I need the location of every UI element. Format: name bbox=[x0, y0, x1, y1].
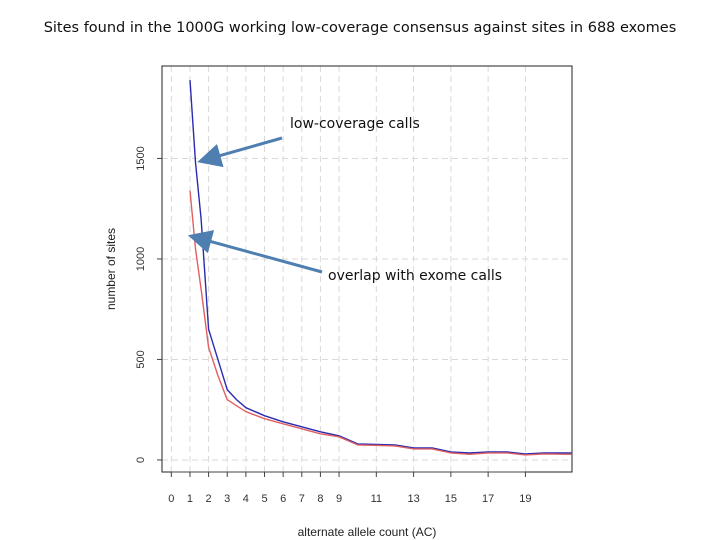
x-tick-label: 7 bbox=[299, 493, 305, 505]
x-axis-label: alternate allele count (AC) bbox=[298, 525, 437, 539]
annotation-label-1: low-coverage calls bbox=[290, 116, 420, 132]
x-tick-label: 5 bbox=[261, 493, 267, 505]
grid-lines bbox=[162, 66, 572, 472]
annotation-arrow-2 bbox=[187, 230, 323, 274]
x-tick-label: 15 bbox=[445, 493, 457, 505]
annotation-arrow-1 bbox=[197, 136, 283, 168]
y-tick-label: 1000 bbox=[135, 247, 147, 271]
series-layer bbox=[189, 80, 573, 456]
series-line-2 bbox=[189, 190, 573, 456]
x-tick-label: 2 bbox=[206, 493, 212, 505]
annotation-layer: low-coverage calls overlap with exome cal… bbox=[187, 116, 502, 284]
x-tick-label: 19 bbox=[519, 493, 531, 505]
x-tick-label: 0 bbox=[168, 493, 174, 505]
x-tick-label: 3 bbox=[224, 493, 230, 505]
y-axis: 0 500 1000 1500 bbox=[135, 146, 162, 463]
x-tick-label: 6 bbox=[280, 493, 286, 505]
x-tick-label: 17 bbox=[482, 493, 494, 505]
slide-title: Sites found in the 1000G working low-cov… bbox=[43, 20, 677, 36]
annotation-label-2: overlap with exome calls bbox=[328, 268, 502, 284]
x-tick-label: 13 bbox=[407, 493, 419, 505]
y-axis-label: number of sites bbox=[104, 228, 118, 310]
x-tick-label: 9 bbox=[336, 493, 342, 505]
x-tick-label: 1 bbox=[187, 493, 193, 505]
y-tick-label: 0 bbox=[135, 457, 147, 463]
x-tick-label: 8 bbox=[317, 493, 323, 505]
x-tick-label: 4 bbox=[243, 493, 249, 505]
x-axis: 0 1 2 3 4 5 6 7 8 9 11 13 15 17 19 bbox=[168, 471, 532, 505]
y-tick-label: 500 bbox=[135, 350, 147, 368]
series-line-1 bbox=[189, 80, 572, 455]
y-tick-label: 1500 bbox=[135, 146, 147, 170]
x-tick-label: 11 bbox=[371, 493, 382, 505]
